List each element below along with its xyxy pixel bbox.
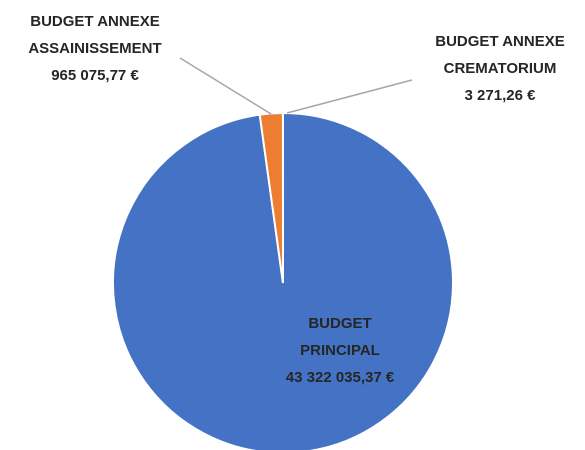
value-label: 3 271,26 € [464, 87, 536, 104]
value-label: 965 075,77 € [51, 67, 139, 84]
category-label: BUDGET ANNEXE ASSAINISSEMENT [28, 13, 162, 57]
category-label: BUDGET ANNEXE CREMATORIUM [435, 33, 565, 77]
category-label: BUDGET PRINCIPAL [300, 315, 380, 359]
value-label: 43 322 035,37 € [285, 369, 395, 386]
leader-line [286, 79, 413, 114]
slice-label: BUDGET PRINCIPAL 43 322 035,37 € [270, 310, 410, 391]
leader-line [179, 57, 272, 115]
slice-label: BUDGET ANNEXE ASSAINISSEMENT 965 075,77 € [10, 8, 180, 89]
slice-label: BUDGET ANNEXE CREMATORIUM 3 271,26 € [415, 28, 585, 109]
